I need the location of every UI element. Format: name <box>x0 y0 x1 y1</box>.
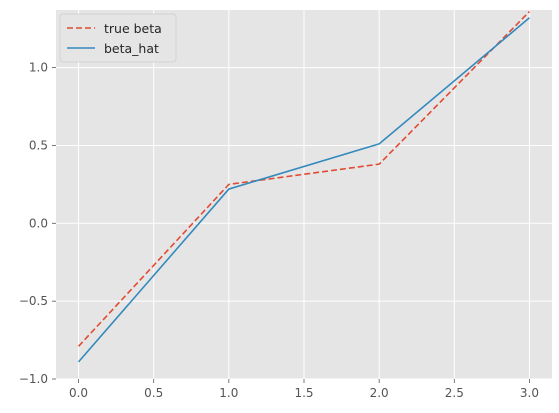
x-tick-label: 1.0 <box>219 386 238 400</box>
grid-lines <box>56 10 552 380</box>
series-line-beta-hat <box>77 17 530 363</box>
legend: true beta beta_hat <box>59 13 177 63</box>
x-tick-label: 0.5 <box>144 386 163 400</box>
x-tick-label: 2.5 <box>445 386 464 400</box>
x-tick-label: 1.5 <box>294 386 313 400</box>
legend-box <box>59 13 177 63</box>
y-tick-label: 0.0 <box>29 216 48 230</box>
series-layer <box>77 10 531 363</box>
y-tick-label: 1.0 <box>29 61 48 75</box>
x-axis: 0.0 0.5 1.0 1.5 2.0 2.5 3.0 <box>69 379 539 400</box>
y-tick-label: −1.0 <box>19 372 48 386</box>
x-tick-label: 0.0 <box>69 386 88 400</box>
x-tick-label: 2.0 <box>370 386 389 400</box>
y-axis: −1.0 −0.5 0.0 0.5 1.0 <box>19 61 56 386</box>
y-tick-label: 0.5 <box>29 138 48 152</box>
legend-label-true-beta: true beta <box>104 21 162 36</box>
series-line-true-beta <box>77 10 531 347</box>
x-tick-label: 3.0 <box>520 386 539 400</box>
legend-label-beta-hat: beta_hat <box>104 41 159 56</box>
y-tick-label: −0.5 <box>19 294 48 308</box>
